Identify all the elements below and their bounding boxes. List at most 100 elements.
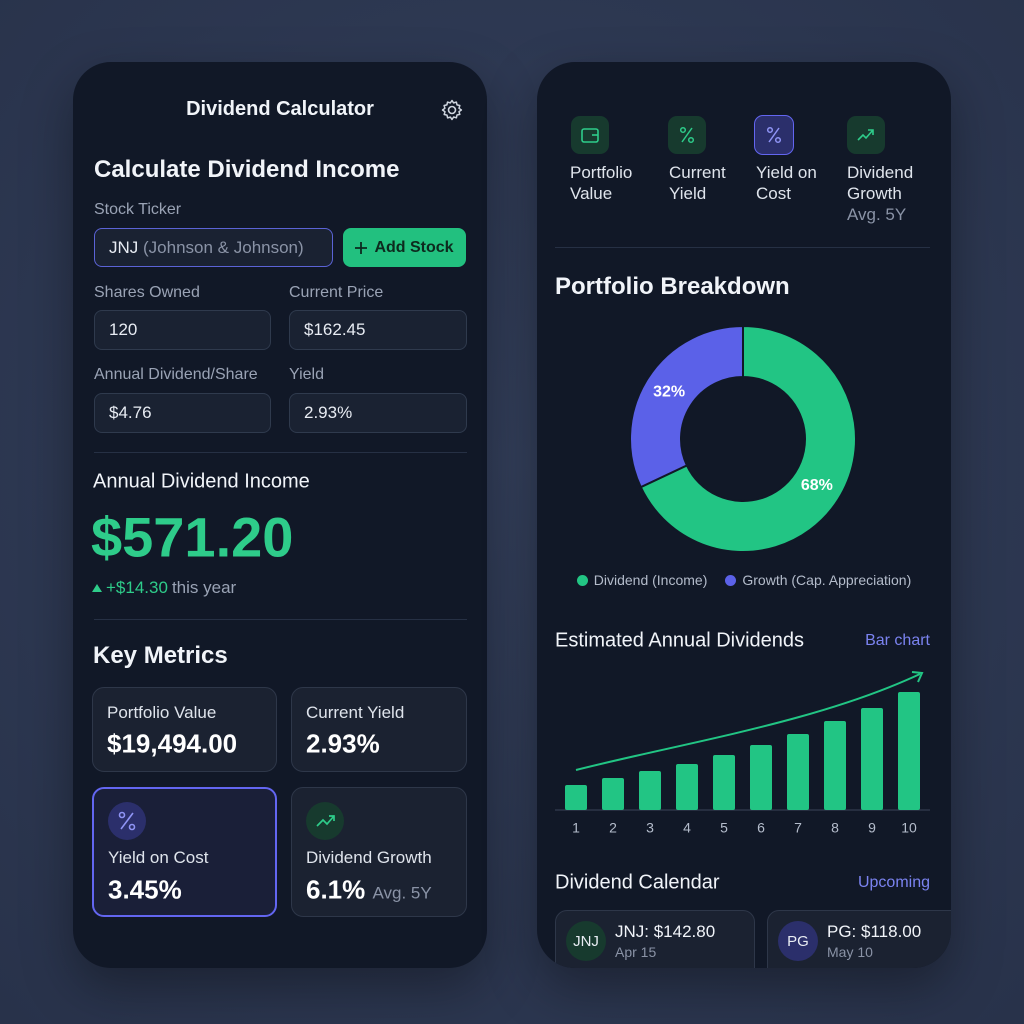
bar <box>861 708 883 810</box>
analytics-panel: Portfolio Value Current Yield Yield on C… <box>537 62 951 968</box>
income-change: +$14.30 this year <box>92 578 236 598</box>
metric-note: Avg. 5Y <box>372 883 432 903</box>
slice-label: 68% <box>801 477 833 494</box>
tab-icon[interactable] <box>571 116 609 154</box>
calendar-link[interactable]: Upcoming <box>857 874 930 891</box>
x-tick-label: 7 <box>794 820 802 836</box>
metric-label: Yield on Cost <box>108 848 209 867</box>
income-value: $571.20 <box>91 505 294 569</box>
shares-input[interactable]: 120 <box>94 310 271 350</box>
up-arrow <box>92 584 102 592</box>
x-tick-label: 5 <box>720 820 728 836</box>
metric-label: Portfolio Value <box>107 703 217 722</box>
field-label: Shares Owned <box>94 284 200 301</box>
ticker-input[interactable]: JNJ (Johnson & Johnson) <box>94 228 333 267</box>
metric-value: 2.93% <box>306 728 380 759</box>
tab-label[interactable]: Dividend Growth Avg. 5Y <box>847 162 925 225</box>
ticker-hint: (Johnson & Johnson) <box>143 237 304 257</box>
legend-swatch <box>725 574 737 586</box>
dividend-input[interactable]: $4.76 <box>94 393 271 433</box>
calendar-date: Apr 15 <box>615 944 657 960</box>
metric-card[interactable]: Yield on Cost 3.45% <box>92 787 277 917</box>
dividends-title: Estimated Annual Dividends <box>555 629 805 652</box>
button-label: Add Stock <box>374 238 454 256</box>
trend-arrow <box>575 673 921 771</box>
ticker-badge: JNJ <box>566 921 606 961</box>
field-label: Stock Ticker <box>94 201 182 218</box>
field-value: 120 <box>109 320 138 339</box>
section-title: Calculate Dividend Income <box>94 156 400 183</box>
metric-label: Current Yield <box>306 703 405 722</box>
bar <box>676 764 698 810</box>
metric-card[interactable]: Dividend Growth 6.1% Avg. 5Y <box>291 787 467 917</box>
calendar-card[interactable]: PG PG: $118.00 May 10 <box>767 910 951 968</box>
trend-arrow-head <box>911 671 924 683</box>
legend-swatch <box>576 574 588 586</box>
bar <box>639 771 661 810</box>
bar <box>602 778 624 810</box>
tab-icon[interactable] <box>847 116 885 154</box>
settings-icon[interactable] <box>440 98 464 122</box>
income-label: Annual Dividend Income <box>93 470 310 493</box>
percent-icon <box>766 126 782 144</box>
x-tick-label: 4 <box>683 820 691 836</box>
donut-chart: 68% 32% <box>629 324 857 553</box>
calendar-title: Dividend Calendar <box>555 871 720 894</box>
wallet-icon <box>581 128 599 143</box>
yield-input[interactable]: 2.93% <box>289 393 467 433</box>
x-tick-label: 9 <box>868 820 876 836</box>
slice-label: 32% <box>653 383 685 400</box>
legend-label: Growth (Cap. Appreciation) <box>742 572 912 588</box>
header-title: Dividend Calculator <box>186 98 374 120</box>
metric-card[interactable]: Current Yield 2.93% <box>291 687 467 772</box>
tab-icon-selected[interactable] <box>754 115 794 155</box>
metric-value: 6.1% <box>306 874 366 905</box>
percent-icon <box>679 126 695 144</box>
breakdown-title: Portfolio Breakdown <box>555 273 790 300</box>
field-label: Annual Dividend/Share <box>94 366 258 383</box>
price-input[interactable]: $162.45 <box>289 310 467 350</box>
divider <box>555 247 930 248</box>
legend-label: Dividend (Income) <box>593 572 708 588</box>
field-value: $162.45 <box>304 320 366 339</box>
x-tick-label: 6 <box>757 820 765 836</box>
x-tick-label: 3 <box>646 820 654 836</box>
field-value: 2.93% <box>304 403 353 422</box>
add-stock-button[interactable]: Add Stock <box>343 228 466 267</box>
metric-card[interactable]: Portfolio Value $19,494.00 <box>92 687 277 772</box>
calendar-card[interactable]: JNJ JNJ: $142.80 Apr 15 <box>555 910 755 968</box>
bar <box>565 785 587 810</box>
legend-row: Dividend (Income) Growth (Cap. Appreciati… <box>537 572 951 588</box>
metric-label: Dividend Growth <box>306 848 432 867</box>
tab-note: Avg. 5Y <box>847 205 907 224</box>
growth-icon <box>857 129 874 141</box>
field-label: Yield <box>289 366 324 383</box>
metric-value-row: 6.1% Avg. 5Y <box>306 875 432 906</box>
tab-icon[interactable] <box>668 116 706 154</box>
metrics-title: Key Metrics <box>93 642 228 669</box>
tab-label[interactable]: Yield on Cost <box>756 163 817 203</box>
bar-chart: 1 2 3 4 5 6 7 8 9 10 <box>555 671 930 836</box>
ticker-value: JNJ <box>109 237 139 257</box>
plus-icon <box>355 241 368 254</box>
metric-value: 3.45% <box>108 874 182 905</box>
ticker-badge: PG <box>778 921 818 961</box>
bar <box>750 745 772 810</box>
divider <box>94 452 467 453</box>
calendar-date: May 10 <box>827 944 873 960</box>
tab-text: Dividend Growth <box>847 163 914 203</box>
calculator-panel: Dividend Calculator Calculate Dividend I… <box>73 62 487 968</box>
tab-label[interactable]: Current Yield <box>669 163 726 203</box>
field-value: $4.76 <box>109 403 152 422</box>
growth-icon <box>306 802 344 840</box>
percent-icon <box>108 802 146 840</box>
change-note: this year <box>171 578 237 597</box>
chart-type-link[interactable]: Bar chart <box>865 632 930 649</box>
x-tick-label: 1 <box>572 820 580 836</box>
field-label: Current Price <box>289 284 384 301</box>
change-value: +$14.30 <box>106 578 168 597</box>
x-tick-label: 8 <box>831 820 839 836</box>
calendar-amount: JNJ: $142.80 <box>615 922 716 941</box>
tab-label[interactable]: Portfolio Value <box>570 163 633 203</box>
